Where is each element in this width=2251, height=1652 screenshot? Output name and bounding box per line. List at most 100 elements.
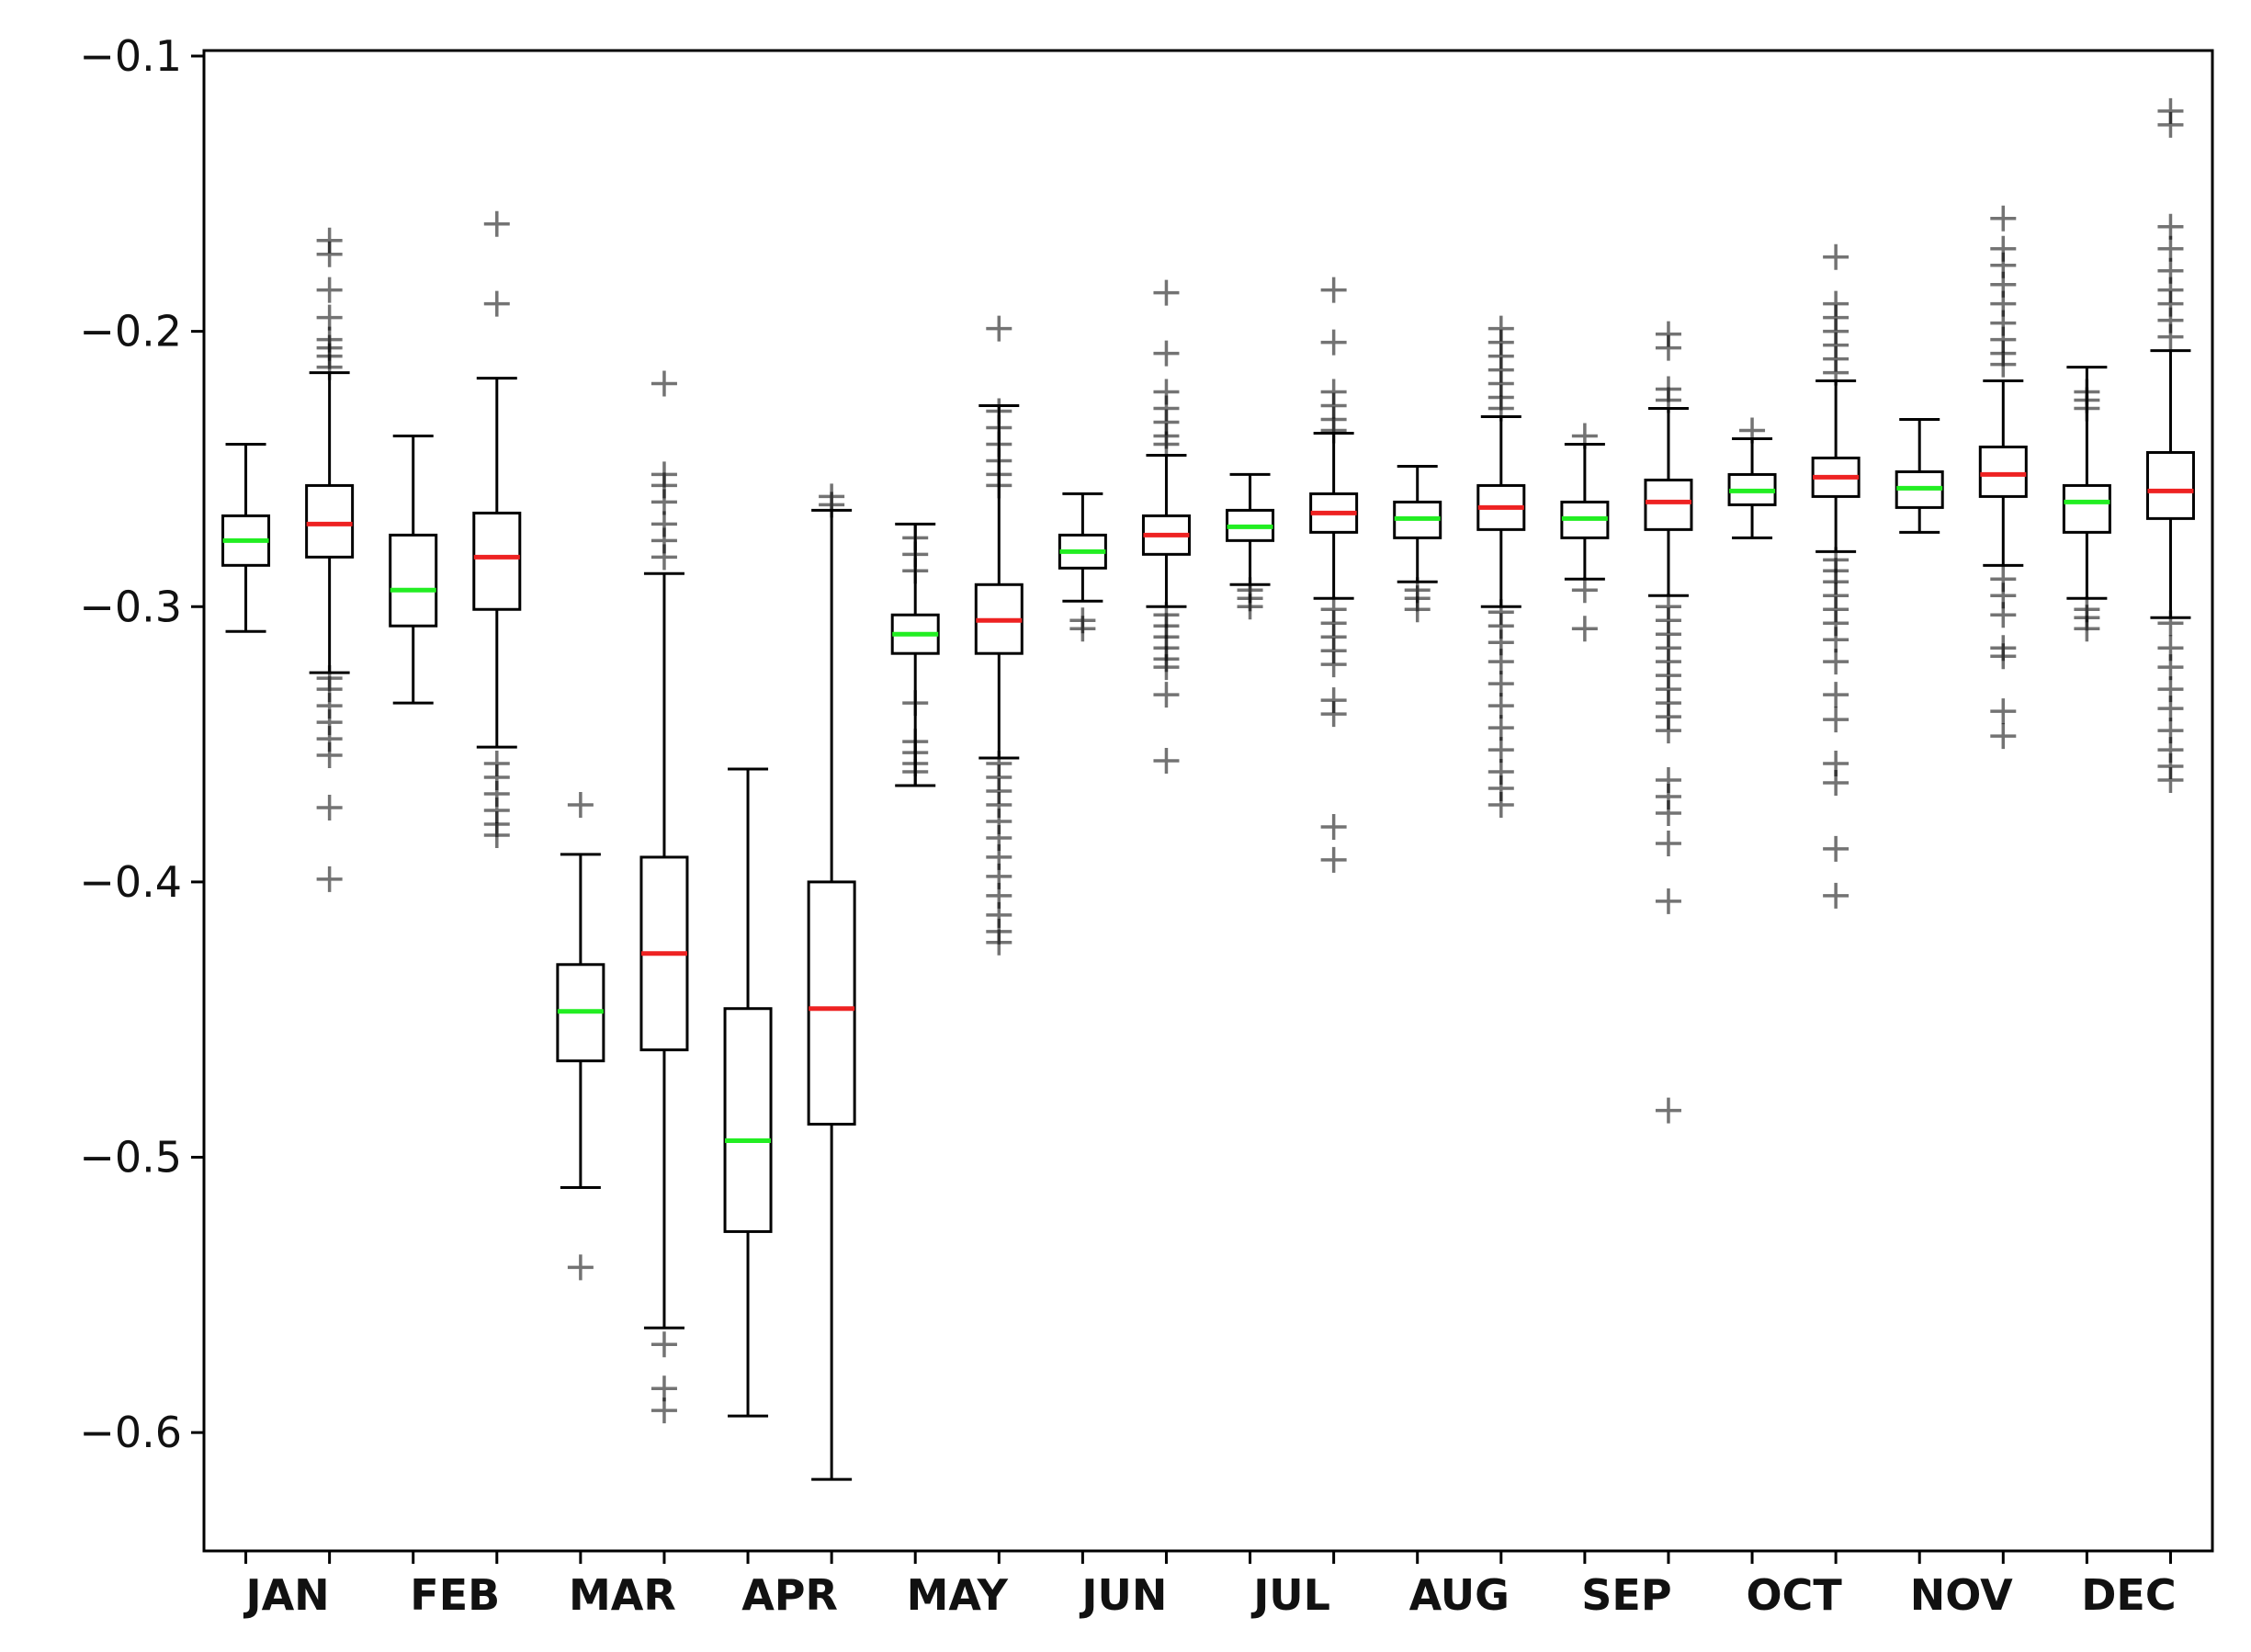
y-tick-label: −0.4 — [79, 857, 182, 907]
outlier-marker — [1487, 671, 1514, 697]
outlier-marker — [1655, 830, 1681, 856]
x-category-label: JUL — [1250, 1570, 1330, 1620]
outlier-marker — [986, 472, 1012, 499]
outlier-marker — [2157, 213, 2184, 240]
box-group — [807, 483, 856, 1481]
outlier-marker — [1823, 770, 1849, 797]
outlier-marker — [1990, 205, 2017, 232]
box-group — [2145, 97, 2195, 794]
box-iqr — [2145, 450, 2195, 520]
box-group — [974, 315, 1024, 956]
outlier-marker — [1069, 616, 1096, 642]
outlier-marker — [1153, 748, 1180, 775]
box-group — [639, 370, 689, 1424]
x-category-label: MAR — [569, 1570, 676, 1620]
x-category-label: DEC — [2081, 1570, 2176, 1620]
box-group — [1978, 205, 2028, 750]
outlier-marker — [1655, 334, 1681, 361]
outlier-marker — [650, 489, 677, 515]
outlier-marker — [1487, 715, 1514, 741]
box-group — [1644, 321, 1693, 1124]
outlier-marker — [1571, 577, 1598, 604]
outlier-marker — [1487, 649, 1514, 675]
box-group — [1811, 243, 1861, 909]
outlier-marker — [1487, 395, 1514, 422]
box-group — [1727, 417, 1777, 539]
outlier-marker — [650, 1397, 677, 1424]
outlier-marker — [2157, 654, 2184, 681]
outlier-marker — [1823, 359, 1849, 386]
y-tick-label: −0.2 — [79, 307, 182, 356]
outlier-marker — [1990, 602, 2017, 628]
outlier-marker — [2157, 767, 2184, 794]
outlier-marker — [2157, 323, 2184, 350]
outlier-marker — [1237, 594, 1263, 620]
x-category-label: FEB — [410, 1570, 500, 1620]
outlier-marker — [1823, 882, 1849, 909]
box-group — [890, 522, 940, 787]
outlier-marker — [2074, 616, 2100, 642]
outlier-marker — [1655, 718, 1681, 744]
outlier-marker — [1823, 707, 1849, 733]
box-iqr — [305, 483, 355, 559]
outlier-marker — [902, 759, 929, 786]
x-category-label: SEP — [1581, 1570, 1671, 1620]
outlier-marker — [483, 210, 510, 237]
box-group — [723, 767, 773, 1418]
box-group — [1309, 277, 1359, 873]
plot-marks — [221, 97, 2195, 1481]
outlier-marker — [819, 492, 845, 518]
outlier-marker — [1571, 423, 1598, 449]
outlier-marker — [316, 742, 343, 769]
outlier-marker — [986, 929, 1012, 956]
x-category-label: NOV — [1910, 1570, 2013, 1620]
box-group — [305, 227, 355, 892]
outlier-marker — [316, 277, 343, 303]
x-category-label: AUG — [1409, 1570, 1510, 1620]
x-category-label: MAY — [907, 1570, 1009, 1620]
outlier-marker — [567, 791, 594, 818]
plot-frame — [202, 49, 2214, 1553]
outlier-marker — [1487, 693, 1514, 719]
outlier-marker — [650, 1375, 677, 1402]
x-axis: JAN FEB MAR APR MAY JUN JUL AUG SEP OCT NOV DEC — [243, 1551, 2177, 1620]
outlier-marker — [316, 241, 343, 267]
outlier-marker — [986, 315, 1012, 342]
outlier-marker — [1153, 654, 1180, 681]
outlier-marker — [316, 354, 343, 380]
outlier-marker — [1153, 682, 1180, 708]
outlier-marker — [902, 558, 929, 584]
outlier-marker — [1153, 431, 1180, 458]
outlier-marker — [1487, 737, 1514, 764]
outlier-marker — [1823, 649, 1849, 675]
outlier-marker — [1655, 387, 1681, 413]
box-group — [556, 791, 605, 1281]
outlier-marker — [2157, 610, 2184, 637]
box-iqr — [807, 880, 856, 1126]
outlier-marker — [1571, 616, 1598, 642]
box-group — [389, 434, 438, 705]
outlier-marker — [1404, 596, 1431, 623]
outlier-marker — [1739, 417, 1766, 444]
outlier-marker — [650, 1331, 677, 1358]
outlier-marker — [2157, 696, 2184, 722]
x-category-label: JUN — [1079, 1570, 1167, 1620]
outlier-marker — [483, 821, 510, 848]
box-iqr — [2062, 483, 2111, 534]
outlier-marker — [1320, 846, 1347, 873]
outlier-marker — [1320, 417, 1347, 444]
outlier-marker — [316, 304, 343, 331]
y-axis: −0.1 −0.2 −0.3 −0.4 −0.5 −0.6 — [79, 31, 204, 1457]
box-group — [472, 210, 522, 848]
outlier-marker — [2157, 235, 2184, 262]
outlier-marker — [1320, 813, 1347, 840]
outlier-marker — [2157, 111, 2184, 138]
box-group — [2062, 366, 2111, 642]
outlier-marker — [1655, 799, 1681, 826]
outlier-marker — [1320, 701, 1347, 728]
x-category-label: APR — [741, 1570, 838, 1620]
outlier-marker — [1655, 1097, 1681, 1124]
outlier-marker — [483, 290, 510, 317]
box-iqr — [1978, 445, 2028, 498]
